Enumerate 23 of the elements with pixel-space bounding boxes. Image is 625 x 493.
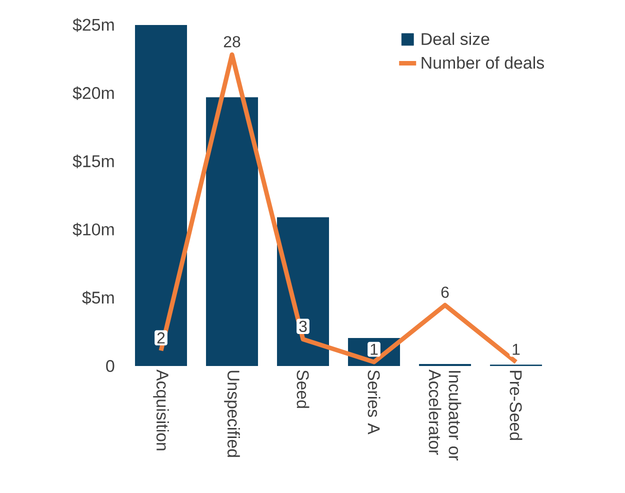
legend-label: Deal size — [422, 32, 490, 46]
x-tick-label: Unspecified — [224, 370, 240, 457]
legend-label: Number of deals — [422, 56, 544, 69]
data-label: 1 — [512, 344, 520, 355]
x-tick-label: Seed — [296, 370, 310, 408]
data-label: 1 — [370, 344, 378, 355]
y-tick-label: $10m — [72, 222, 114, 236]
x-tick-label: Series A — [368, 370, 380, 434]
y-tick-label: 0 — [106, 360, 114, 372]
data-label: 3 — [299, 320, 307, 332]
x-tick-label: Acquisition — [153, 370, 169, 450]
bar — [206, 97, 258, 366]
y-tick-label: $5m — [82, 290, 114, 305]
y-tick-label: $25m — [72, 18, 114, 32]
x-tick-label: Incubator or Accelerator — [428, 370, 462, 461]
x-tick-label: Pre-Seed — [510, 370, 522, 440]
data-label: 6 — [441, 286, 449, 298]
y-tick-label: $20m — [72, 86, 114, 100]
y-tick-label: $15m — [72, 154, 114, 168]
data-label: 28 — [224, 36, 240, 48]
bar — [277, 217, 330, 366]
bar — [135, 24, 188, 366]
data-label: 2 — [157, 332, 165, 344]
